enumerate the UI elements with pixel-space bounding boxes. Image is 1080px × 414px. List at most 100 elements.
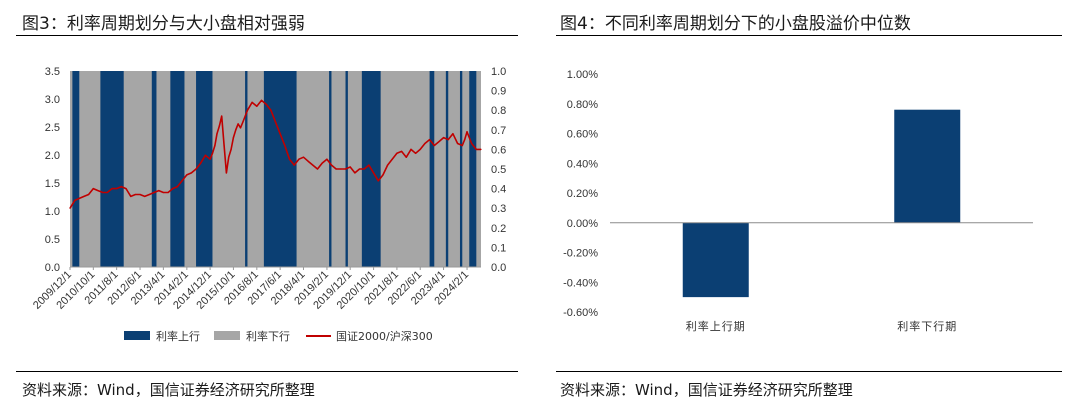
series-point: [111, 188, 113, 190]
series-point: [344, 168, 347, 170]
series-point: [274, 121, 277, 123]
series-line-ratio: [69, 99, 481, 209]
regime-up-band: [329, 71, 332, 267]
y-tick-label: -0.60%: [563, 307, 598, 319]
right-y-tick-label: 0.9: [491, 86, 506, 98]
series-point: [176, 186, 179, 188]
series-point: [153, 191, 155, 194]
series-point: [204, 154, 207, 156]
series-point: [69, 207, 71, 209]
series-point: [288, 158, 291, 160]
series-point: [235, 129, 237, 131]
series-point: [214, 144, 216, 147]
series-point: [400, 150, 403, 152]
right-y-tick-label: 0.5: [491, 164, 506, 176]
left-y-tick-label: 2.0: [45, 150, 60, 162]
right-y-tick-label: 0.6: [491, 144, 506, 156]
series-point: [382, 174, 384, 176]
series-point: [396, 152, 398, 154]
series-point: [433, 144, 435, 147]
legend-label-up: 利率上行: [156, 329, 200, 343]
series-point: [251, 101, 253, 103]
right-y-tick-label: 0.8: [491, 105, 506, 117]
series-point: [363, 168, 365, 170]
left-source-rule: [16, 371, 518, 372]
y-tick-label: -0.40%: [563, 277, 598, 289]
series-point: [232, 137, 235, 139]
series-point: [354, 172, 356, 174]
right-figure-title: 图4：不同利率周期划分下的小盘股溢价中位数: [560, 14, 911, 34]
series-point: [134, 193, 136, 196]
left-regime-chart: 0.0 0.5 1.0 1.5 2.0 2.5 3.0 3.5 0.0 0.1 0.2 0.3 0.4 0…: [31, 66, 506, 343]
legend-label-line: 国证2000/沪深300: [336, 329, 433, 343]
series-point: [316, 168, 319, 170]
series-point: [391, 158, 393, 160]
series-point: [410, 148, 412, 150]
series-point: [148, 193, 151, 196]
series-point: [125, 188, 127, 190]
category-label: 利率下行期: [897, 319, 957, 333]
right-y-tick-label: 0.2: [491, 223, 506, 235]
series-point: [216, 133, 218, 135]
regime-up-band: [459, 71, 463, 267]
y-tick-label: 0.60%: [567, 129, 598, 141]
series-point: [78, 197, 80, 199]
series-point: [372, 172, 375, 174]
y-tick-label: 0.20%: [567, 188, 598, 200]
series-point: [447, 139, 449, 141]
series-point: [442, 137, 445, 139]
series-point: [471, 142, 473, 145]
regime-up-band: [429, 71, 435, 267]
left-y-tick-label: 3.0: [45, 94, 60, 106]
series-point: [461, 144, 463, 147]
series-point: [256, 105, 258, 107]
series-point: [209, 158, 211, 160]
right-y-tick-label: 0.4: [491, 184, 506, 196]
regime-up-band: [100, 71, 124, 267]
series-point: [279, 133, 281, 135]
series-point: [116, 188, 118, 190]
regime-up-band: [245, 71, 248, 267]
series-point: [223, 144, 225, 147]
y-tick-label: 0.80%: [567, 99, 598, 111]
series-point: [200, 162, 202, 164]
y-tick-label: 0.40%: [567, 158, 598, 170]
left-figure-title: 图3：利率周期划分与大小盘相对强弱: [22, 14, 305, 34]
series-point: [307, 160, 309, 162]
series-point: [302, 156, 305, 158]
series-point: [270, 109, 272, 111]
y-tick-label: 0.00%: [567, 218, 598, 230]
y-tick-label: 1.00%: [567, 69, 598, 81]
series-point: [466, 131, 468, 133]
series-point: [74, 199, 76, 201]
left-y-tick-label: 1.0: [45, 206, 60, 218]
left-title-rule: [16, 35, 518, 36]
right-title-rule: [556, 35, 1062, 36]
series-point: [424, 142, 426, 145]
series-point: [358, 168, 361, 170]
series-point: [92, 188, 94, 190]
series-point: [298, 158, 300, 160]
right-y-tick-label: 1.0: [491, 66, 506, 78]
series-point: [181, 180, 183, 182]
legend-swatch-up: [124, 331, 150, 340]
regime-up-band: [445, 71, 449, 267]
series-point: [130, 195, 132, 198]
left-figure-panel: 图3：利率周期划分与大小盘相对强弱 0.0 0.5 1.0 1.5 2.0 2.5 3.0 3…: [16, 14, 518, 399]
series-point: [480, 148, 482, 150]
bar: [894, 109, 961, 223]
series-point: [207, 156, 209, 158]
series-point: [265, 103, 267, 105]
right-y-tick-label: 0.0: [491, 262, 506, 274]
series-point: [475, 148, 477, 150]
series-point: [242, 121, 244, 123]
right-y-tick-label: 0.1: [491, 242, 506, 254]
series-point: [106, 191, 108, 194]
series-point: [260, 99, 263, 101]
series-point: [377, 180, 379, 182]
series-point: [246, 109, 249, 111]
series-point: [428, 139, 431, 141]
series-point: [340, 168, 342, 170]
series-point: [172, 188, 174, 190]
series-point: [330, 164, 333, 166]
